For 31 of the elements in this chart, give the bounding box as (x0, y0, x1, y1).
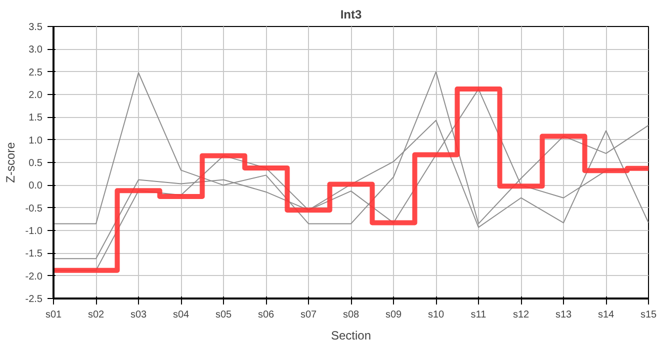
y-tick-label: 0.5 (28, 158, 43, 169)
y-tick-label: 2.0 (28, 90, 43, 101)
chart-title: Int3 (340, 8, 362, 22)
y-tick-label: 2.5 (28, 67, 43, 78)
x-tick-label: s12 (512, 310, 530, 320)
x-tick-label: s01 (45, 310, 62, 320)
y-tick-label: -2.0 (25, 271, 43, 282)
x-tick-label: s11 (470, 310, 487, 320)
x-tick-label: s02 (88, 310, 104, 320)
y-tick-label: 1.5 (28, 112, 43, 124)
y-tick-label: 1.0 (28, 135, 43, 146)
x-tick-label: s08 (342, 310, 360, 320)
x-tick-label: s09 (385, 310, 402, 320)
x-tick-label: s10 (428, 310, 444, 320)
y-tick-label: 0.0 (28, 180, 43, 192)
x-tick-label: s03 (130, 310, 147, 320)
y-tick-label: -1.5 (25, 248, 43, 260)
x-tick-label: s04 (172, 310, 190, 320)
x-tick-label: s06 (258, 310, 274, 320)
y-tick-label: -2.5 (25, 294, 43, 305)
y-tick-label: -1.0 (25, 226, 43, 237)
x-tick-label: s15 (640, 310, 657, 320)
x-tick-label: s14 (598, 310, 614, 320)
y-tick-label: 3.0 (28, 44, 43, 56)
x-tick-label: s05 (215, 310, 232, 320)
y-tick-label: -0.5 (25, 203, 43, 214)
x-tick-label: s13 (555, 310, 572, 320)
x-axis-title: Section (330, 328, 372, 342)
y-axis-title: Z-score (3, 142, 18, 183)
x-tick-label: s07 (300, 310, 317, 320)
y-tick-label: 3.5 (28, 22, 43, 33)
